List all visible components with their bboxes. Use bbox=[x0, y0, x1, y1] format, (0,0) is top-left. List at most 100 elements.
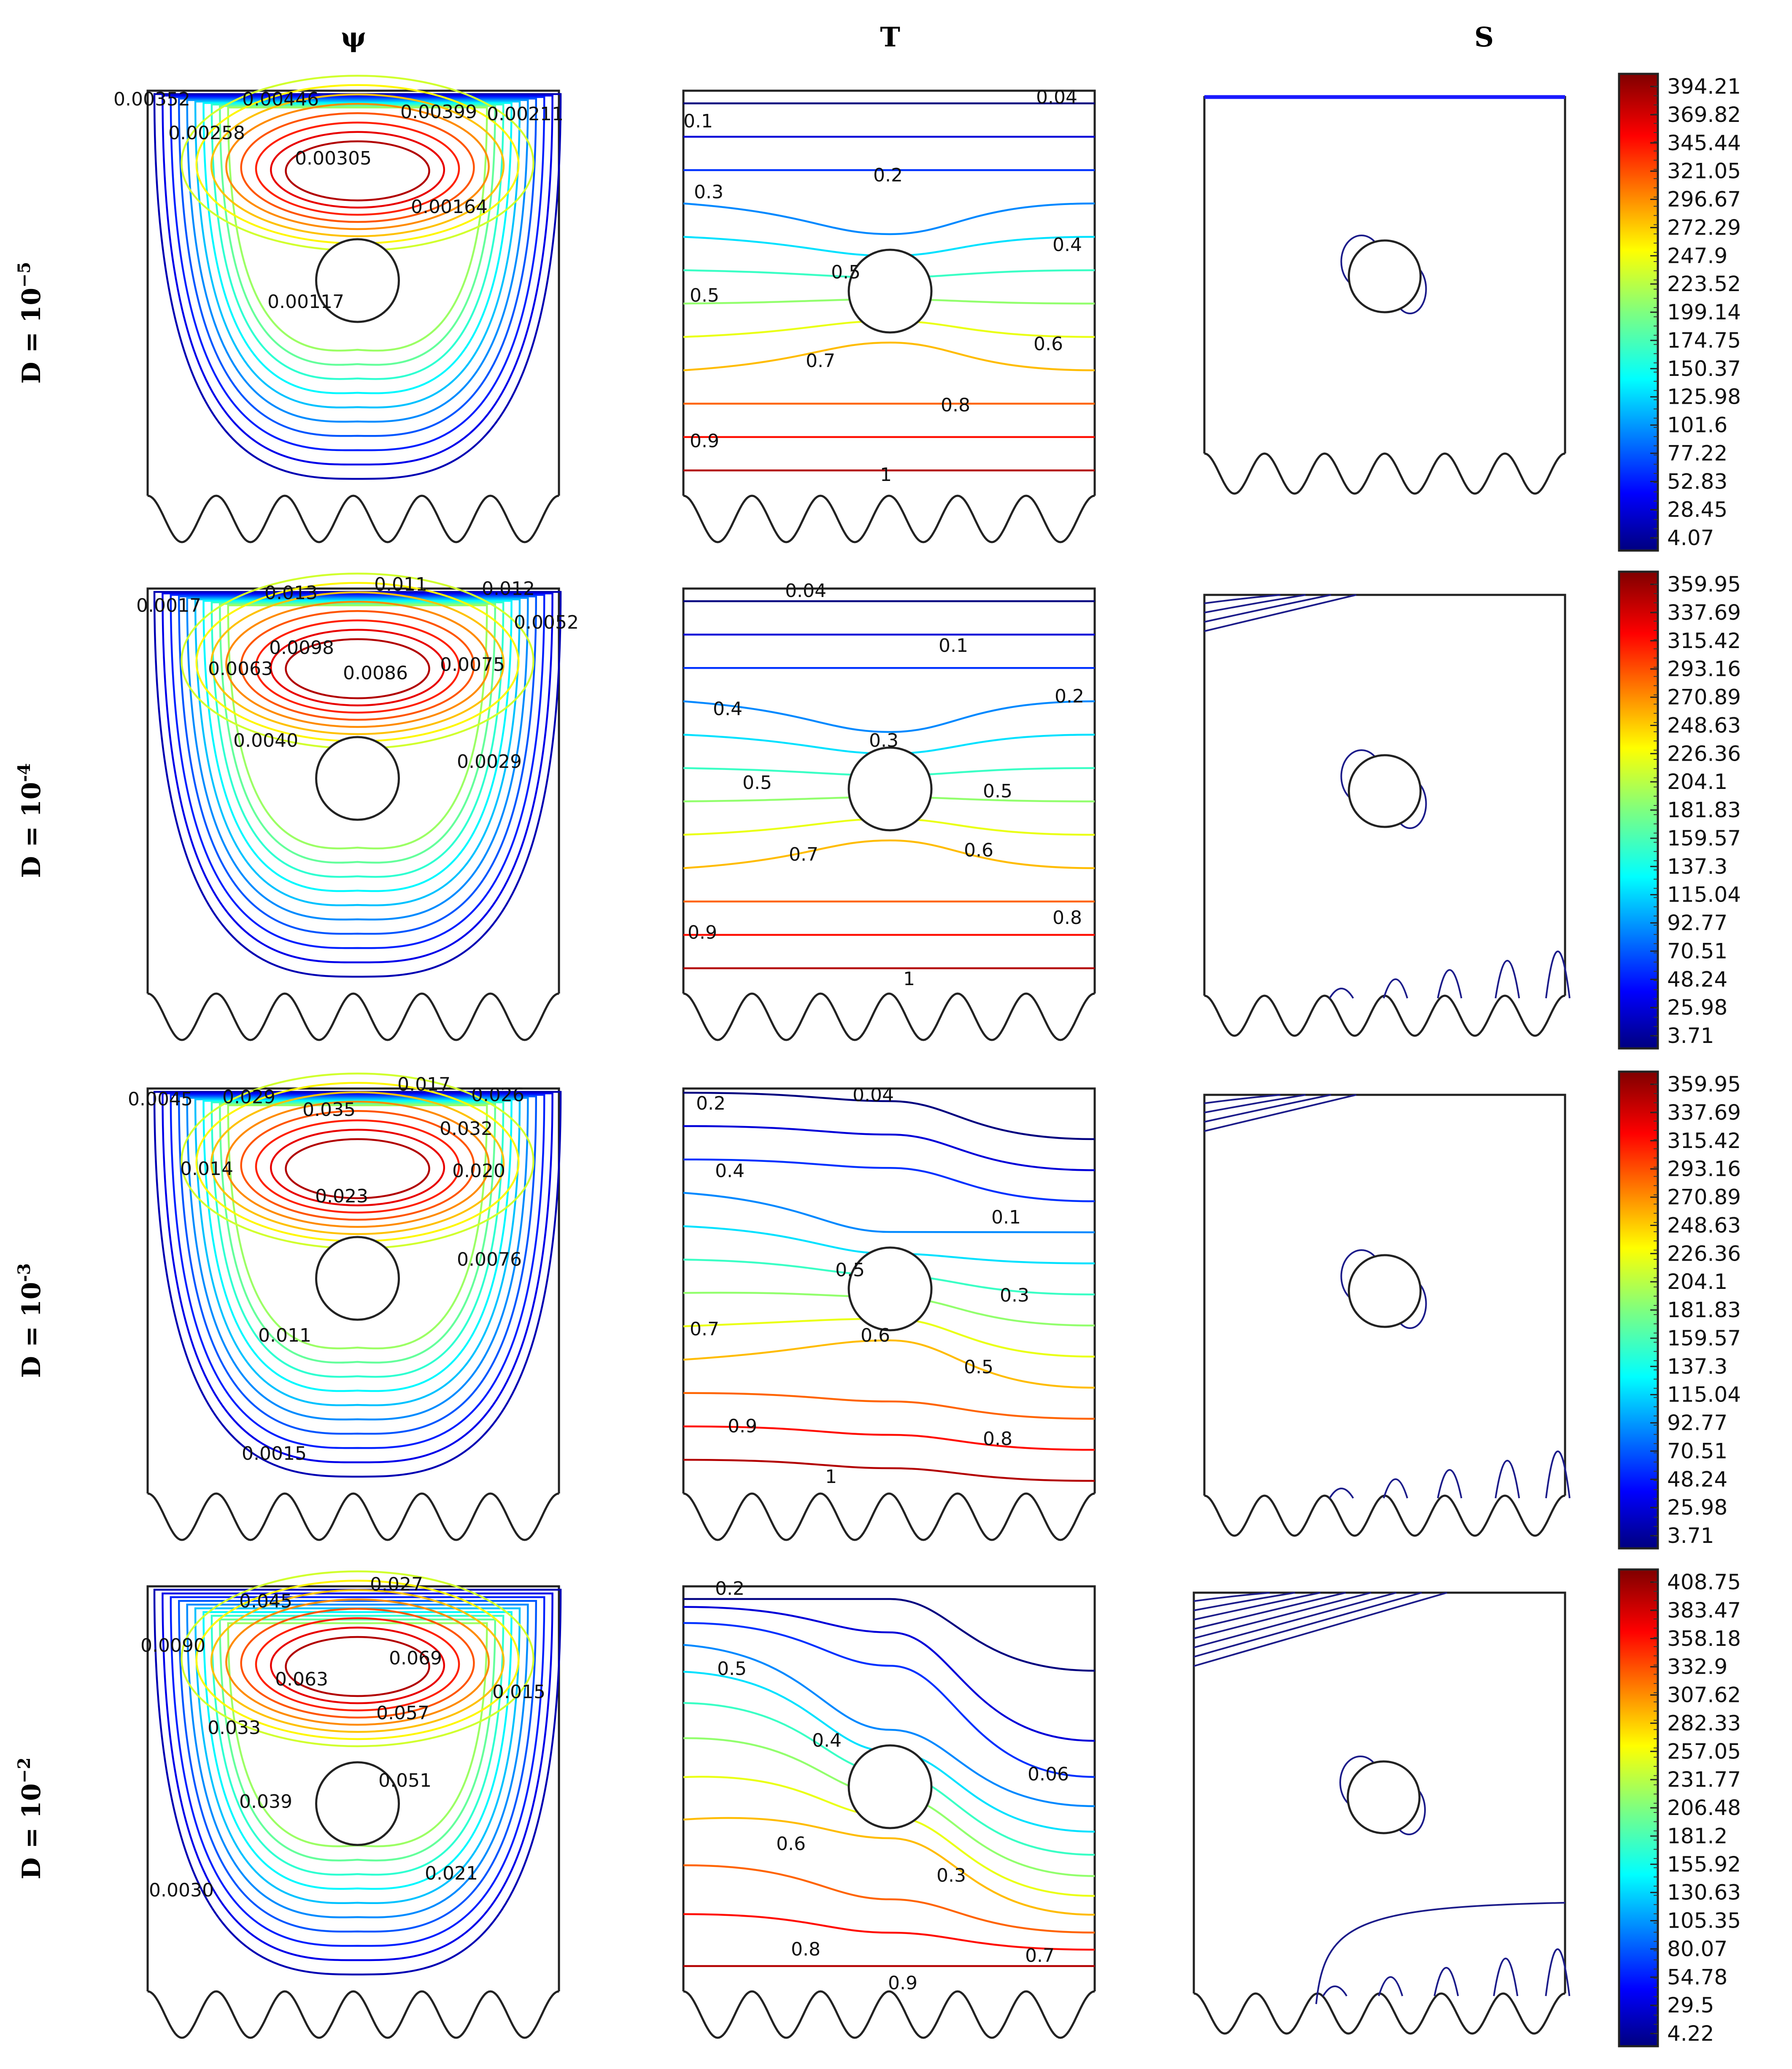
colorbar-tick-label: 369.82 bbox=[1667, 103, 1741, 127]
t-isotherm bbox=[683, 1644, 1095, 1807]
psi-streamline bbox=[285, 140, 430, 202]
colorbar-tick-label: 293.16 bbox=[1667, 657, 1741, 681]
t-isotherm bbox=[683, 1606, 1095, 1742]
psi-contour-label: 0.0015 bbox=[242, 1443, 307, 1464]
psi-streamline bbox=[255, 1119, 460, 1214]
psi-streamline bbox=[211, 1101, 505, 1378]
psi-streamline bbox=[240, 1607, 475, 1719]
t-contour-label: 0.8 bbox=[1053, 907, 1082, 929]
psi-cavity-wavy-bottom bbox=[147, 494, 559, 543]
t-isotherm bbox=[683, 700, 1095, 733]
colorbar-tick-label: 383.47 bbox=[1667, 1598, 1741, 1623]
row-label-2: D = 10-4 bbox=[14, 763, 46, 878]
psi-streamline bbox=[178, 595, 537, 935]
psi-streamline bbox=[194, 1607, 521, 1904]
t-contour-label: 0.04 bbox=[785, 580, 826, 602]
psi-contour-label: 0.020 bbox=[452, 1160, 505, 1182]
psi-contour-label: 0.021 bbox=[425, 1863, 478, 1884]
psi-streamline bbox=[219, 1618, 496, 1861]
psi-contour-label: 0.0086 bbox=[343, 662, 408, 684]
s-bottom-contour bbox=[1437, 1469, 1463, 1499]
t-panel-3: 0.04 0.2 0.4 0.1 0.5 0.3 0.7 0.6 0.5 0.9 0.8 1 bbox=[682, 1084, 1096, 1541]
row-label-exponent: −5 bbox=[14, 262, 34, 288]
t-isotherm bbox=[683, 1392, 1095, 1420]
psi-streamline bbox=[211, 1615, 505, 1876]
t-contour-label: 0.1 bbox=[683, 111, 713, 132]
s-bottom-contour bbox=[1322, 1985, 1348, 1997]
psi-panel-4: 0.027 0.045 0.0090 0.069 0.063 0.015 0.057 0.03… bbox=[140, 1570, 562, 2039]
s-bottom-contour bbox=[1383, 978, 1409, 999]
colorbar-tick-label: 137.3 bbox=[1667, 854, 1727, 879]
psi-cavity-walls bbox=[146, 1087, 560, 1494]
row-2: D = 10-4 0.013 0.011 0.012 0.0017 0.0052 0.009… bbox=[14, 570, 1741, 1050]
colorbar-tick-label: 115.04 bbox=[1667, 1383, 1741, 1407]
colorbar-tick-label: 3.71 bbox=[1667, 1523, 1714, 1548]
psi-contour-label: 0.015 bbox=[492, 1681, 545, 1703]
s-lower-contour bbox=[1315, 1902, 1565, 2004]
t-isotherm bbox=[683, 1864, 1095, 1934]
psi-streamline bbox=[195, 84, 520, 245]
psi-streamline bbox=[170, 1596, 545, 1947]
s-bottom-contour bbox=[1493, 1958, 1519, 1996]
psi-streamline bbox=[195, 1579, 520, 1740]
s-cavity-wavy-bottom bbox=[1204, 994, 1565, 1037]
colorbar-tick-label: 272.29 bbox=[1667, 215, 1741, 240]
colorbar-tick-label: 105.35 bbox=[1667, 1909, 1741, 1933]
s-corner-contour bbox=[1193, 1592, 1295, 1611]
t-cavity-wavy-bottom bbox=[683, 1492, 1095, 1541]
psi-streamline bbox=[211, 103, 505, 380]
psi-streamline bbox=[240, 112, 475, 223]
s-cavity-wavy-bottom bbox=[1204, 452, 1565, 495]
psi-contour-label: 0.00211 bbox=[487, 103, 564, 125]
psi-streamline bbox=[178, 1095, 537, 1435]
t-contour-label: 0.2 bbox=[873, 165, 903, 186]
colorbar-tick-label: 337.69 bbox=[1667, 600, 1741, 625]
colorbar-tick-label: 92.77 bbox=[1667, 911, 1727, 935]
psi-cavity-wavy-bottom bbox=[147, 1492, 559, 1541]
psi-streamline bbox=[285, 638, 430, 700]
colorbar-tick-label: 408.75 bbox=[1667, 1570, 1741, 1594]
colorbar-tick-label: 25.98 bbox=[1667, 1495, 1727, 1520]
colorbar-tick-label: 101.6 bbox=[1667, 413, 1727, 438]
psi-contour-label: 0.0030 bbox=[149, 1880, 214, 1901]
row-label-exponent: -3 bbox=[14, 1263, 34, 1282]
colorbar-tick-label: 293.16 bbox=[1667, 1157, 1741, 1181]
t-obstacle-circle bbox=[847, 1246, 933, 1332]
colorbar-tick-label: 315.42 bbox=[1667, 629, 1741, 653]
psi-streamline bbox=[227, 106, 488, 352]
s-obstacle-circle bbox=[1348, 754, 1422, 828]
psi-streamline bbox=[285, 1138, 430, 1199]
psi-streamline bbox=[219, 105, 496, 366]
s-corner-contour bbox=[1204, 1094, 1331, 1123]
psi-contour-label: 0.00164 bbox=[411, 196, 488, 218]
t-contour-label: 0.2 bbox=[1055, 686, 1084, 707]
t-contour-label: 0.6 bbox=[964, 840, 993, 861]
psi-contour-label: 0.027 bbox=[370, 1574, 423, 1595]
psi-streamline bbox=[211, 601, 505, 878]
s-bottom-contour bbox=[1383, 1478, 1409, 1499]
s-corner-contour bbox=[1204, 594, 1357, 632]
psi-cavity-wavy-bottom bbox=[147, 992, 559, 1041]
colorbar-tick-label: 48.24 bbox=[1667, 1467, 1727, 1491]
colorbar-tick-label: 155.92 bbox=[1667, 1852, 1741, 1877]
t-contour-label: 0.5 bbox=[983, 781, 1012, 802]
psi-streamline bbox=[225, 1598, 490, 1726]
t-cavity-walls bbox=[682, 1585, 1096, 1991]
colorbar-tick-label: 345.44 bbox=[1667, 131, 1741, 155]
colorbar-tick-label: 115.04 bbox=[1667, 883, 1741, 907]
s-bottom-contour bbox=[1329, 1488, 1354, 1499]
t-isotherm bbox=[683, 839, 1095, 869]
s-corner-contour bbox=[1204, 594, 1306, 613]
t-cavity-walls bbox=[682, 1087, 1096, 1494]
s-panel-3 bbox=[1203, 1094, 1571, 1537]
colorbar-tick-label: 48.24 bbox=[1667, 967, 1727, 991]
t-isotherm bbox=[683, 1192, 1095, 1234]
s-corner-contour bbox=[1193, 1592, 1422, 1658]
s-panel-2 bbox=[1203, 594, 1571, 1037]
t-isotherm bbox=[683, 1125, 1095, 1171]
colorbar-tick-label: 159.57 bbox=[1667, 1326, 1741, 1351]
t-isotherm bbox=[683, 1158, 1095, 1202]
colorbar-tick-label: 29.5 bbox=[1667, 1993, 1714, 2018]
